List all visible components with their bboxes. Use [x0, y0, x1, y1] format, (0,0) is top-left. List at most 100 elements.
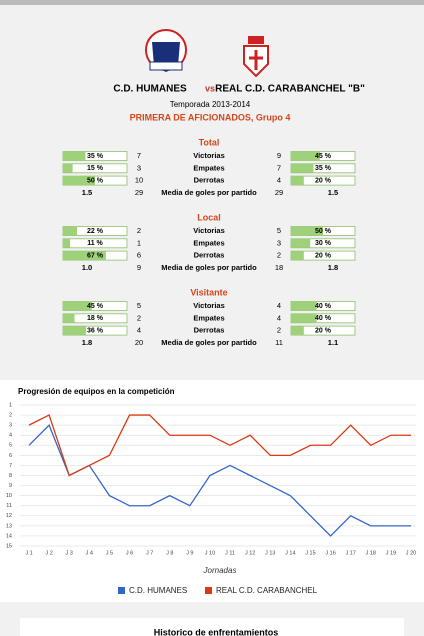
chart-panel [0, 380, 424, 602]
pct-label: 22 % [87, 228, 104, 235]
pct-bar [63, 313, 75, 323]
home-count: 7 [137, 151, 141, 160]
media-label: Media de goles por partido [161, 188, 257, 197]
series-line [28, 423, 411, 537]
x-tick-label: J 3 [66, 550, 73, 556]
x-tick-label: J 19 [386, 550, 396, 556]
pct-bar [291, 163, 314, 173]
pct-bar [291, 326, 304, 336]
legend-swatch [205, 587, 212, 594]
x-tick-label: J 1 [25, 550, 32, 556]
row-label: Victorias [193, 226, 225, 235]
away-count: 7 [277, 163, 281, 172]
home-team: C.D. HUMANES [113, 84, 187, 95]
pct-label: 40 % [315, 303, 332, 310]
vs: vs [205, 83, 215, 93]
y-tick-label: 11 [6, 503, 12, 509]
away-crest [243, 36, 269, 78]
away-goals: 18 [275, 263, 283, 272]
section-title: Local [197, 212, 221, 222]
row-label: Victorias [193, 151, 225, 160]
x-tick-label: J 4 [86, 550, 93, 556]
home-count: 2 [137, 226, 141, 235]
media-label: Media de goles por partido [161, 263, 257, 272]
away-count: 9 [277, 151, 281, 160]
x-tick-label: J 8 [166, 550, 173, 556]
pct-bar [291, 238, 311, 248]
home-count: 3 [137, 163, 141, 172]
pct-label: 18 % [87, 315, 104, 322]
x-tick-label: J 18 [366, 550, 376, 556]
row-label: Victorias [193, 301, 225, 310]
away-goals: 11 [275, 338, 283, 347]
legend-label: C.D. HUMANES [129, 586, 187, 595]
pct-label: 35 % [87, 153, 104, 160]
home-count: 4 [137, 326, 141, 335]
pct-bar [63, 163, 73, 173]
away-count: 4 [277, 313, 281, 322]
legend-label: REAL C.D. CARABANCHEL [216, 586, 318, 595]
pct-bar [63, 226, 78, 236]
home-count: 6 [137, 251, 141, 260]
x-tick-label: J 5 [106, 550, 113, 556]
away-count: 3 [277, 238, 281, 247]
chart-title: Progresión de equipos en la competición [18, 387, 175, 396]
away-avg: 1.5 [328, 188, 338, 197]
section-title: Total [199, 137, 220, 147]
pct-bar [291, 176, 304, 186]
competition: PRIMERA DE AFICIONADOS, Grupo 4 [130, 112, 291, 122]
pct-label: 30 % [315, 240, 332, 247]
home-crest [145, 29, 187, 72]
legend-swatch [118, 587, 125, 594]
x-tick-label: J 6 [126, 550, 133, 556]
y-tick-label: 14 [6, 533, 12, 539]
away-avg: 1.8 [328, 263, 338, 272]
pct-bar [63, 326, 87, 336]
pct-label: 20 % [315, 177, 332, 184]
home-goals: 20 [135, 338, 143, 347]
row-label: Empates [193, 238, 224, 247]
away-count: 2 [277, 326, 281, 335]
x-axis-label: Jornadas [203, 566, 237, 575]
top-strip [0, 0, 424, 5]
pct-label: 40 % [315, 315, 332, 322]
away-count: 4 [277, 176, 281, 185]
home-avg: 1.8 [82, 338, 92, 347]
y-tick-label: 10 [6, 493, 12, 499]
footer-title: Historico de enfrentamientos [154, 627, 279, 636]
home-goals: 9 [137, 263, 141, 272]
home-avg: 1.0 [82, 263, 92, 272]
pct-bar [63, 238, 71, 248]
pct-label: 11 % [87, 240, 103, 247]
y-tick-label: 13 [6, 523, 12, 529]
x-tick-label: J 11 [225, 550, 235, 556]
home-count: 5 [137, 301, 141, 310]
section-title: Visitante [190, 287, 227, 297]
x-tick-label: J 2 [45, 550, 52, 556]
row-label: Derrotas [194, 326, 225, 335]
y-tick-label: 7 [9, 463, 12, 469]
away-avg: 1.1 [328, 338, 338, 347]
pct-label: 35 % [315, 165, 332, 172]
x-tick-label: J 15 [305, 550, 315, 556]
row-label: Derrotas [194, 176, 225, 185]
away-count: 2 [277, 251, 281, 260]
pct-label: 45 % [87, 303, 104, 310]
pct-label: 36 % [87, 327, 104, 334]
away-goals: 29 [275, 188, 283, 197]
home-avg: 1.5 [82, 188, 92, 197]
y-tick-label: 12 [6, 513, 12, 519]
x-tick-label: J 9 [186, 550, 193, 556]
home-goals: 29 [135, 188, 143, 197]
pct-bar [63, 301, 92, 311]
pct-bar [291, 301, 317, 311]
pct-bar [291, 151, 320, 161]
home-count: 1 [137, 238, 141, 247]
media-label: Media de goles por partido [161, 338, 257, 347]
y-tick-label: 15 [6, 543, 12, 549]
x-tick-label: J 10 [205, 550, 215, 556]
y-tick-label: 5 [9, 443, 12, 449]
y-tick-label: 9 [9, 483, 12, 489]
y-tick-label: 3 [9, 423, 12, 429]
